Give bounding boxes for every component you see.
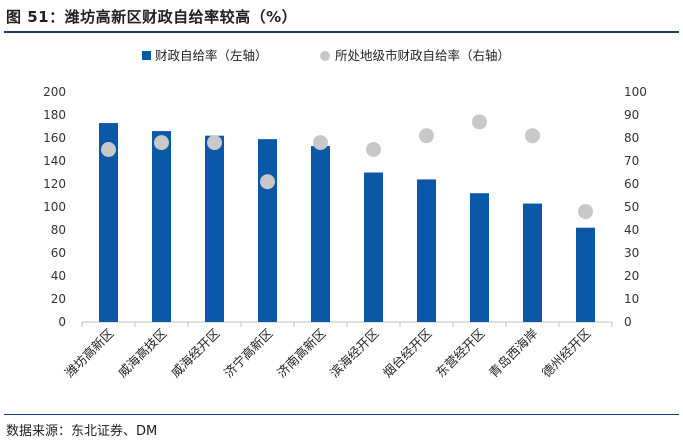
bar-3 [205,135,224,322]
bar-6 [364,172,383,322]
bar-1 [99,123,118,322]
category-label: 滨海经开区 [327,326,382,381]
category-label: 威海经开区 [168,326,223,381]
legend-bar-swatch [142,51,151,60]
category-label: 威海高技区 [115,326,170,381]
title-rule [4,31,679,33]
y-right-tick-label: 0 [624,315,632,329]
y-right-tick-label: 90 [624,108,639,122]
bar-10 [576,227,595,322]
category-label: 德州经开区 [539,326,594,381]
legend-bar-label: 财政自给率（左轴） [155,48,268,63]
category-labels: 潍坊高新区威海高技区威海经开区济宁高新区济南高新区滨海经开区烟台经开区东营经开区… [62,326,594,381]
bar-2 [152,131,171,322]
y-right-tick-label: 40 [624,223,639,237]
category-label: 青岛西海岸 [486,326,541,381]
y-left-tick-label: 100 [43,200,66,214]
dot-2 [154,135,169,151]
source-note: 数据来源：东北证券、DM [6,424,158,439]
category-label: 烟台经开区 [380,326,435,381]
dot-1 [101,142,116,157]
axes: 0 20 40 60 80 100 120 140 160 180 200 0 10 20 30 40 50 60… [43,85,647,329]
y-right-tick-label: 10 [624,292,639,306]
y-right-tick-label: 80 [624,131,639,145]
y-right-tick-label: 60 [624,177,639,191]
dots [101,114,593,220]
dot-5 [313,135,328,151]
dot-4 [260,174,275,190]
source-rule [4,414,679,415]
dot-3 [207,135,222,151]
dot-8 [472,114,487,130]
bar-5 [311,146,330,322]
y-left-tick-label: 80 [51,223,66,237]
y-right-tick-label: 20 [624,269,639,283]
bars [99,123,595,322]
y-right-tick-label: 50 [624,200,639,214]
bar-4 [258,139,277,322]
bar-7 [417,179,436,322]
category-label: 济宁高新区 [221,326,276,381]
legend-dot-swatch [320,51,330,61]
dot-7 [419,128,434,144]
y-left-tick-label: 40 [51,269,66,283]
y-right-tick-label: 100 [624,85,647,99]
category-label: 济南高新区 [274,326,329,381]
y-left-tick-label: 60 [51,246,66,260]
figure-title: 图 51：潍坊高新区财政自给率较高（%） [6,8,298,26]
dot-9 [525,128,540,144]
dot-10 [578,204,593,220]
y-right-tick-label: 70 [624,154,639,168]
y-left-tick-label: 200 [43,85,66,99]
y-left-tick-label: 180 [43,108,66,122]
legend: 财政自给率（左轴） 所处地级市财政自给率（右轴） [142,48,510,63]
y-left-tick-label: 140 [43,154,66,168]
bar-8 [470,193,489,322]
dot-6 [366,142,381,157]
y-right-tick-label: 30 [624,246,639,260]
y-left-tick-label: 0 [58,315,66,329]
y-left-tick-label: 20 [51,292,66,306]
y-left-tick-label: 160 [43,131,66,145]
legend-dot-label: 所处地级市财政自给率（右轴） [335,48,510,63]
category-label: 东营经开区 [433,326,488,381]
bar-9 [523,203,542,322]
y-left-tick-label: 120 [43,177,66,191]
category-label: 潍坊高新区 [62,326,117,381]
